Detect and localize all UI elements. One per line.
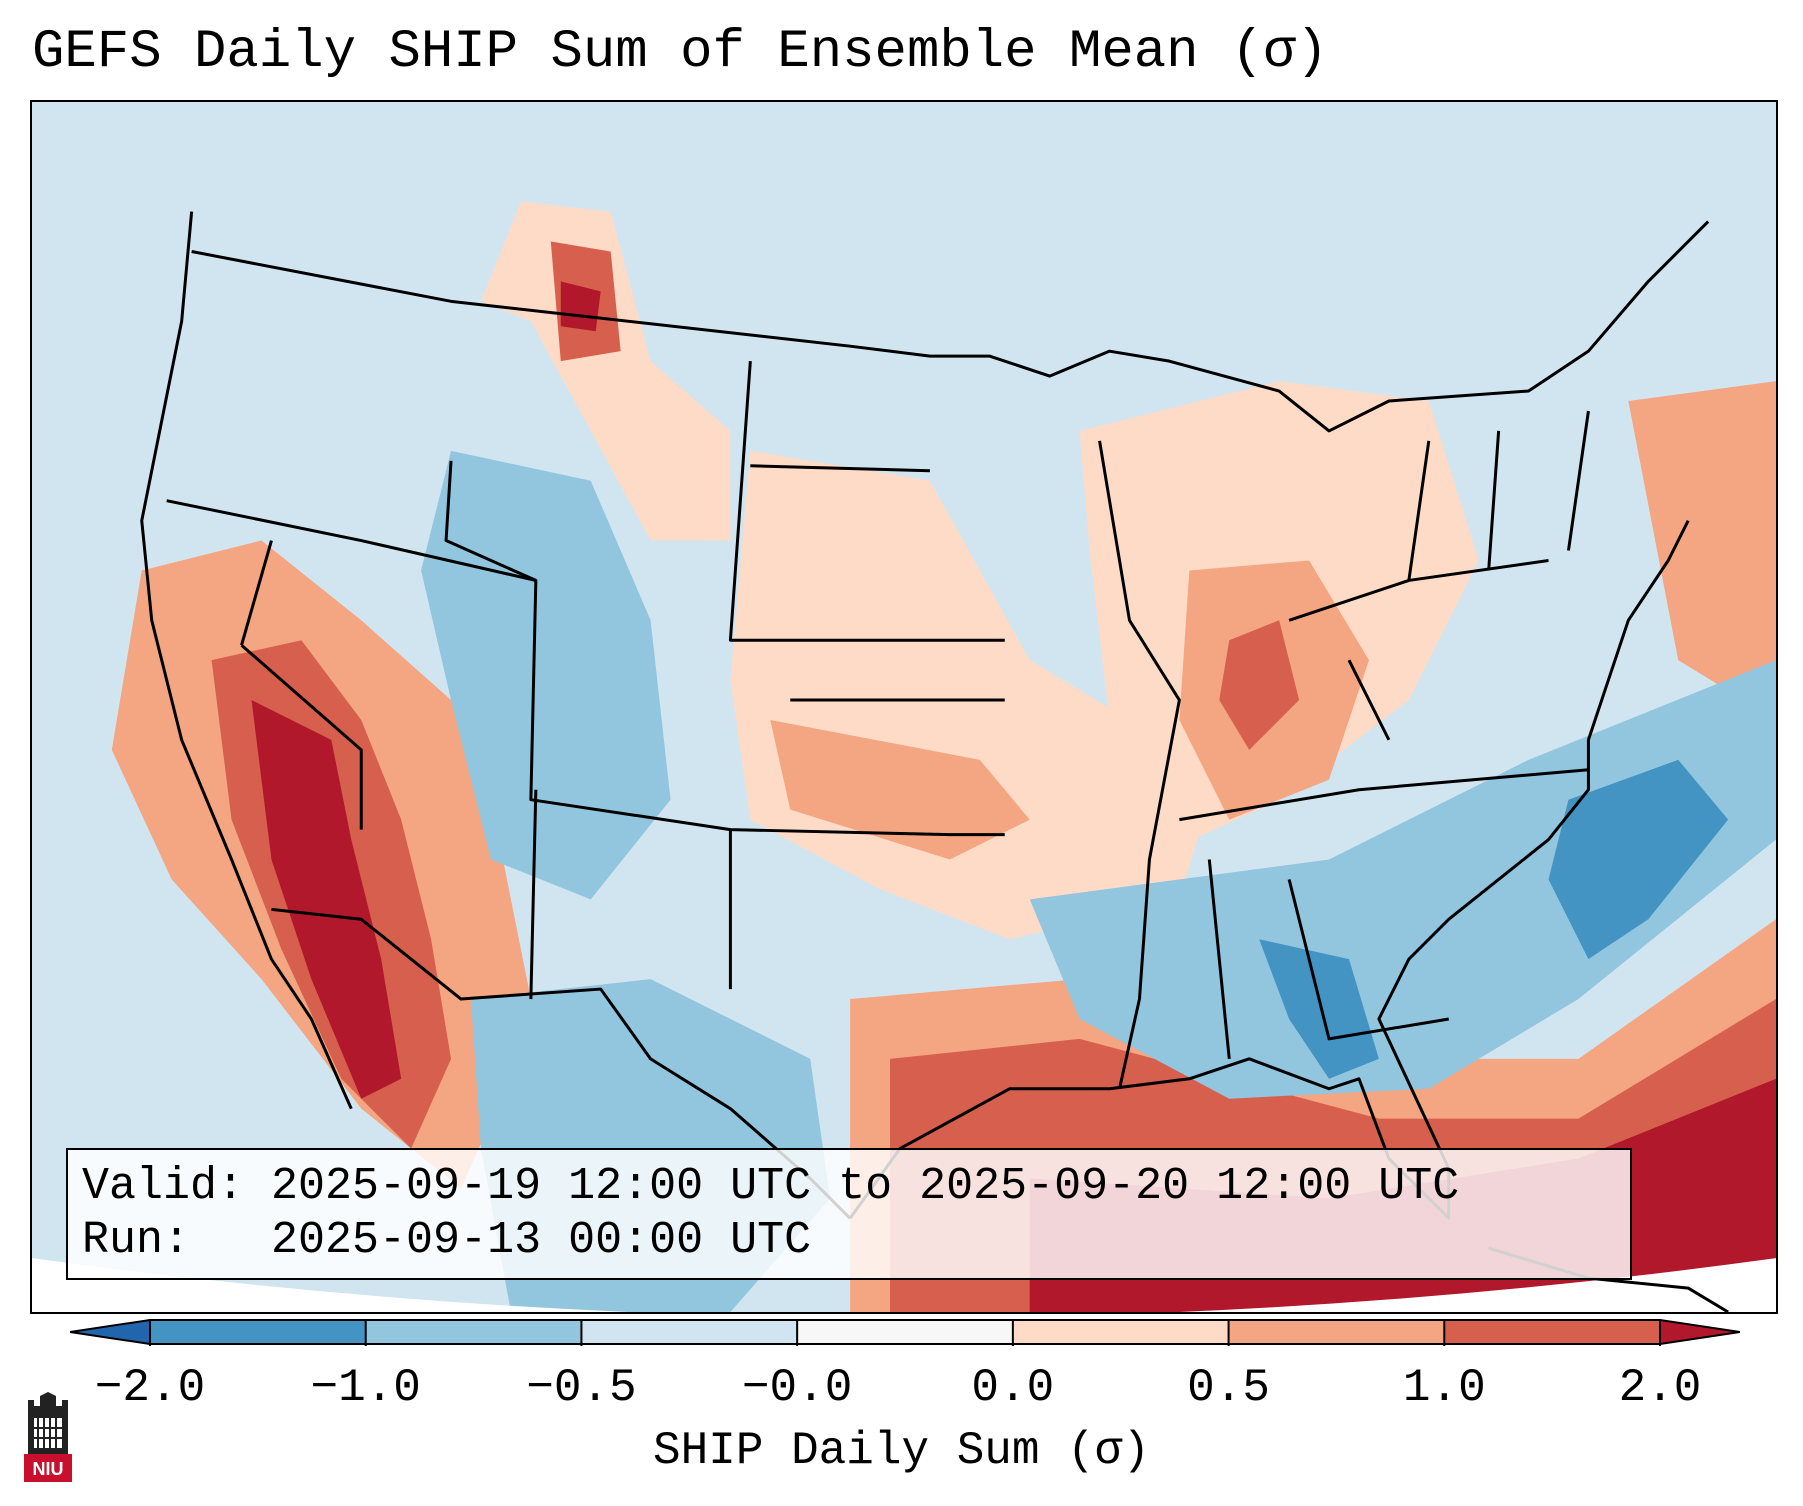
map-canvas [32,201,1776,1312]
colorbar-bin [150,1320,367,1344]
state-line-southeast [1207,859,1449,1059]
colorbar-tick-label: 1.0 [1402,1362,1486,1414]
colorbar-outline [70,1319,1740,1345]
colorbar-tick-label: −0.5 [526,1362,637,1414]
run-time-text: Run: 2025-09-13 00:00 UTC [82,1215,812,1266]
colorbar-bin [581,1320,798,1344]
colorbar-tick-label: 0.5 [1187,1362,1270,1414]
state-line-az-nm [529,789,538,1000]
colorbar-tick-label: −1.0 [310,1362,421,1414]
state-line-rockies [444,460,1005,837]
anomaly-montana-max [560,281,601,332]
colorbar-tick-label: −0.0 [741,1362,853,1414]
state-line-north-west [166,499,537,582]
anomaly-montana [480,201,731,541]
colorbar-bin [1012,1320,1230,1344]
state-line-ohio-valley [1179,768,1589,822]
svg-text:NIU: NIU [33,1459,64,1479]
niu-logo: NIU [24,1392,72,1482]
state-line-northeast [1407,410,1590,581]
anomaly-northeast-warm [1628,381,1776,720]
coastline-west [140,211,353,1110]
map-title: GEFS Daily SHIP Sum of Ensemble Mean (σ) [32,22,1329,83]
anomaly-atlantic-strong-cool [1548,759,1729,960]
anomaly-southwest-max [251,700,402,1099]
colorbar-bin [797,1320,1014,1344]
map-panel [30,100,1778,1314]
anomaly-rockies-cool [421,450,671,900]
valid-run-info-box: Valid: 2025-09-19 12:00 UTC to 2025-09-2… [66,1148,1632,1280]
state-line-nd-sd [750,464,930,473]
colorbar-tick-label: 2.0 [1618,1362,1702,1414]
colorbar-extend-high [1660,1320,1740,1344]
valid-time-text: Valid: 2025-09-19 12:00 UTC to 2025-09-2… [82,1161,1460,1212]
colorbar [70,1319,1740,1346]
anomaly-florida-cool [1259,939,1379,1079]
state-line-great-basin [240,540,273,646]
us-canada-border [191,220,1710,433]
anomaly-plains-strong [770,719,1030,860]
gulf-coast [848,519,1690,1220]
colorbar-bin [1228,1320,1445,1344]
anomaly-indiana-max [1219,620,1300,750]
colorbar-tick-label: −2.0 [94,1362,206,1414]
colorbar-bin [365,1320,582,1344]
state-line-ca-nv [240,644,363,830]
state-line-mississippi [1098,440,1181,1090]
colorbar-label: SHIP Daily Sum (σ) [653,1425,1150,1477]
colorbar-extend-low [70,1320,150,1344]
map-outside-domain [32,1258,1776,1312]
state-line-plains-north [728,361,1005,642]
colorbar-tick-label: 0.0 [971,1362,1055,1414]
colorbar-bin [1444,1320,1661,1344]
